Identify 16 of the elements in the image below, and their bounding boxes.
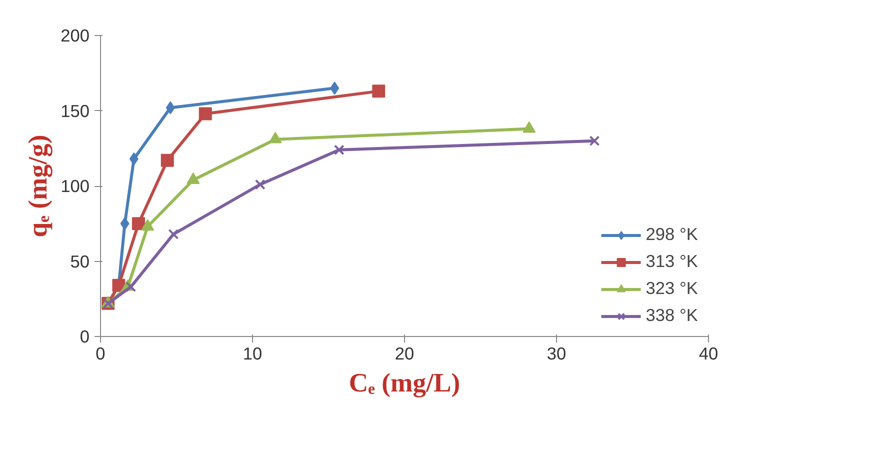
legend-label: 313 °K bbox=[646, 251, 698, 272]
x-tick-label: 0 bbox=[96, 344, 106, 364]
x-tick-label: 10 bbox=[242, 344, 262, 364]
legend-label: 323 °K bbox=[646, 278, 698, 299]
y-tick-label: 0 bbox=[80, 326, 90, 346]
y-tick-label: 150 bbox=[60, 100, 90, 121]
legend-label: 298 °K bbox=[646, 224, 698, 245]
x-tick-label: 20 bbox=[394, 344, 414, 364]
y-tick-label: 100 bbox=[60, 176, 90, 196]
y-tick-label: 200 bbox=[60, 26, 90, 46]
y-tick-label: 50 bbox=[70, 251, 90, 272]
legend-label: 338 °K bbox=[646, 305, 698, 326]
x-tick-label: 40 bbox=[698, 344, 718, 364]
x-tick-label: 30 bbox=[546, 344, 566, 364]
x-axis-title: Cₑ (mg/L) bbox=[348, 368, 460, 398]
y-axis-title: qₑ (mg/g) bbox=[22, 134, 53, 238]
